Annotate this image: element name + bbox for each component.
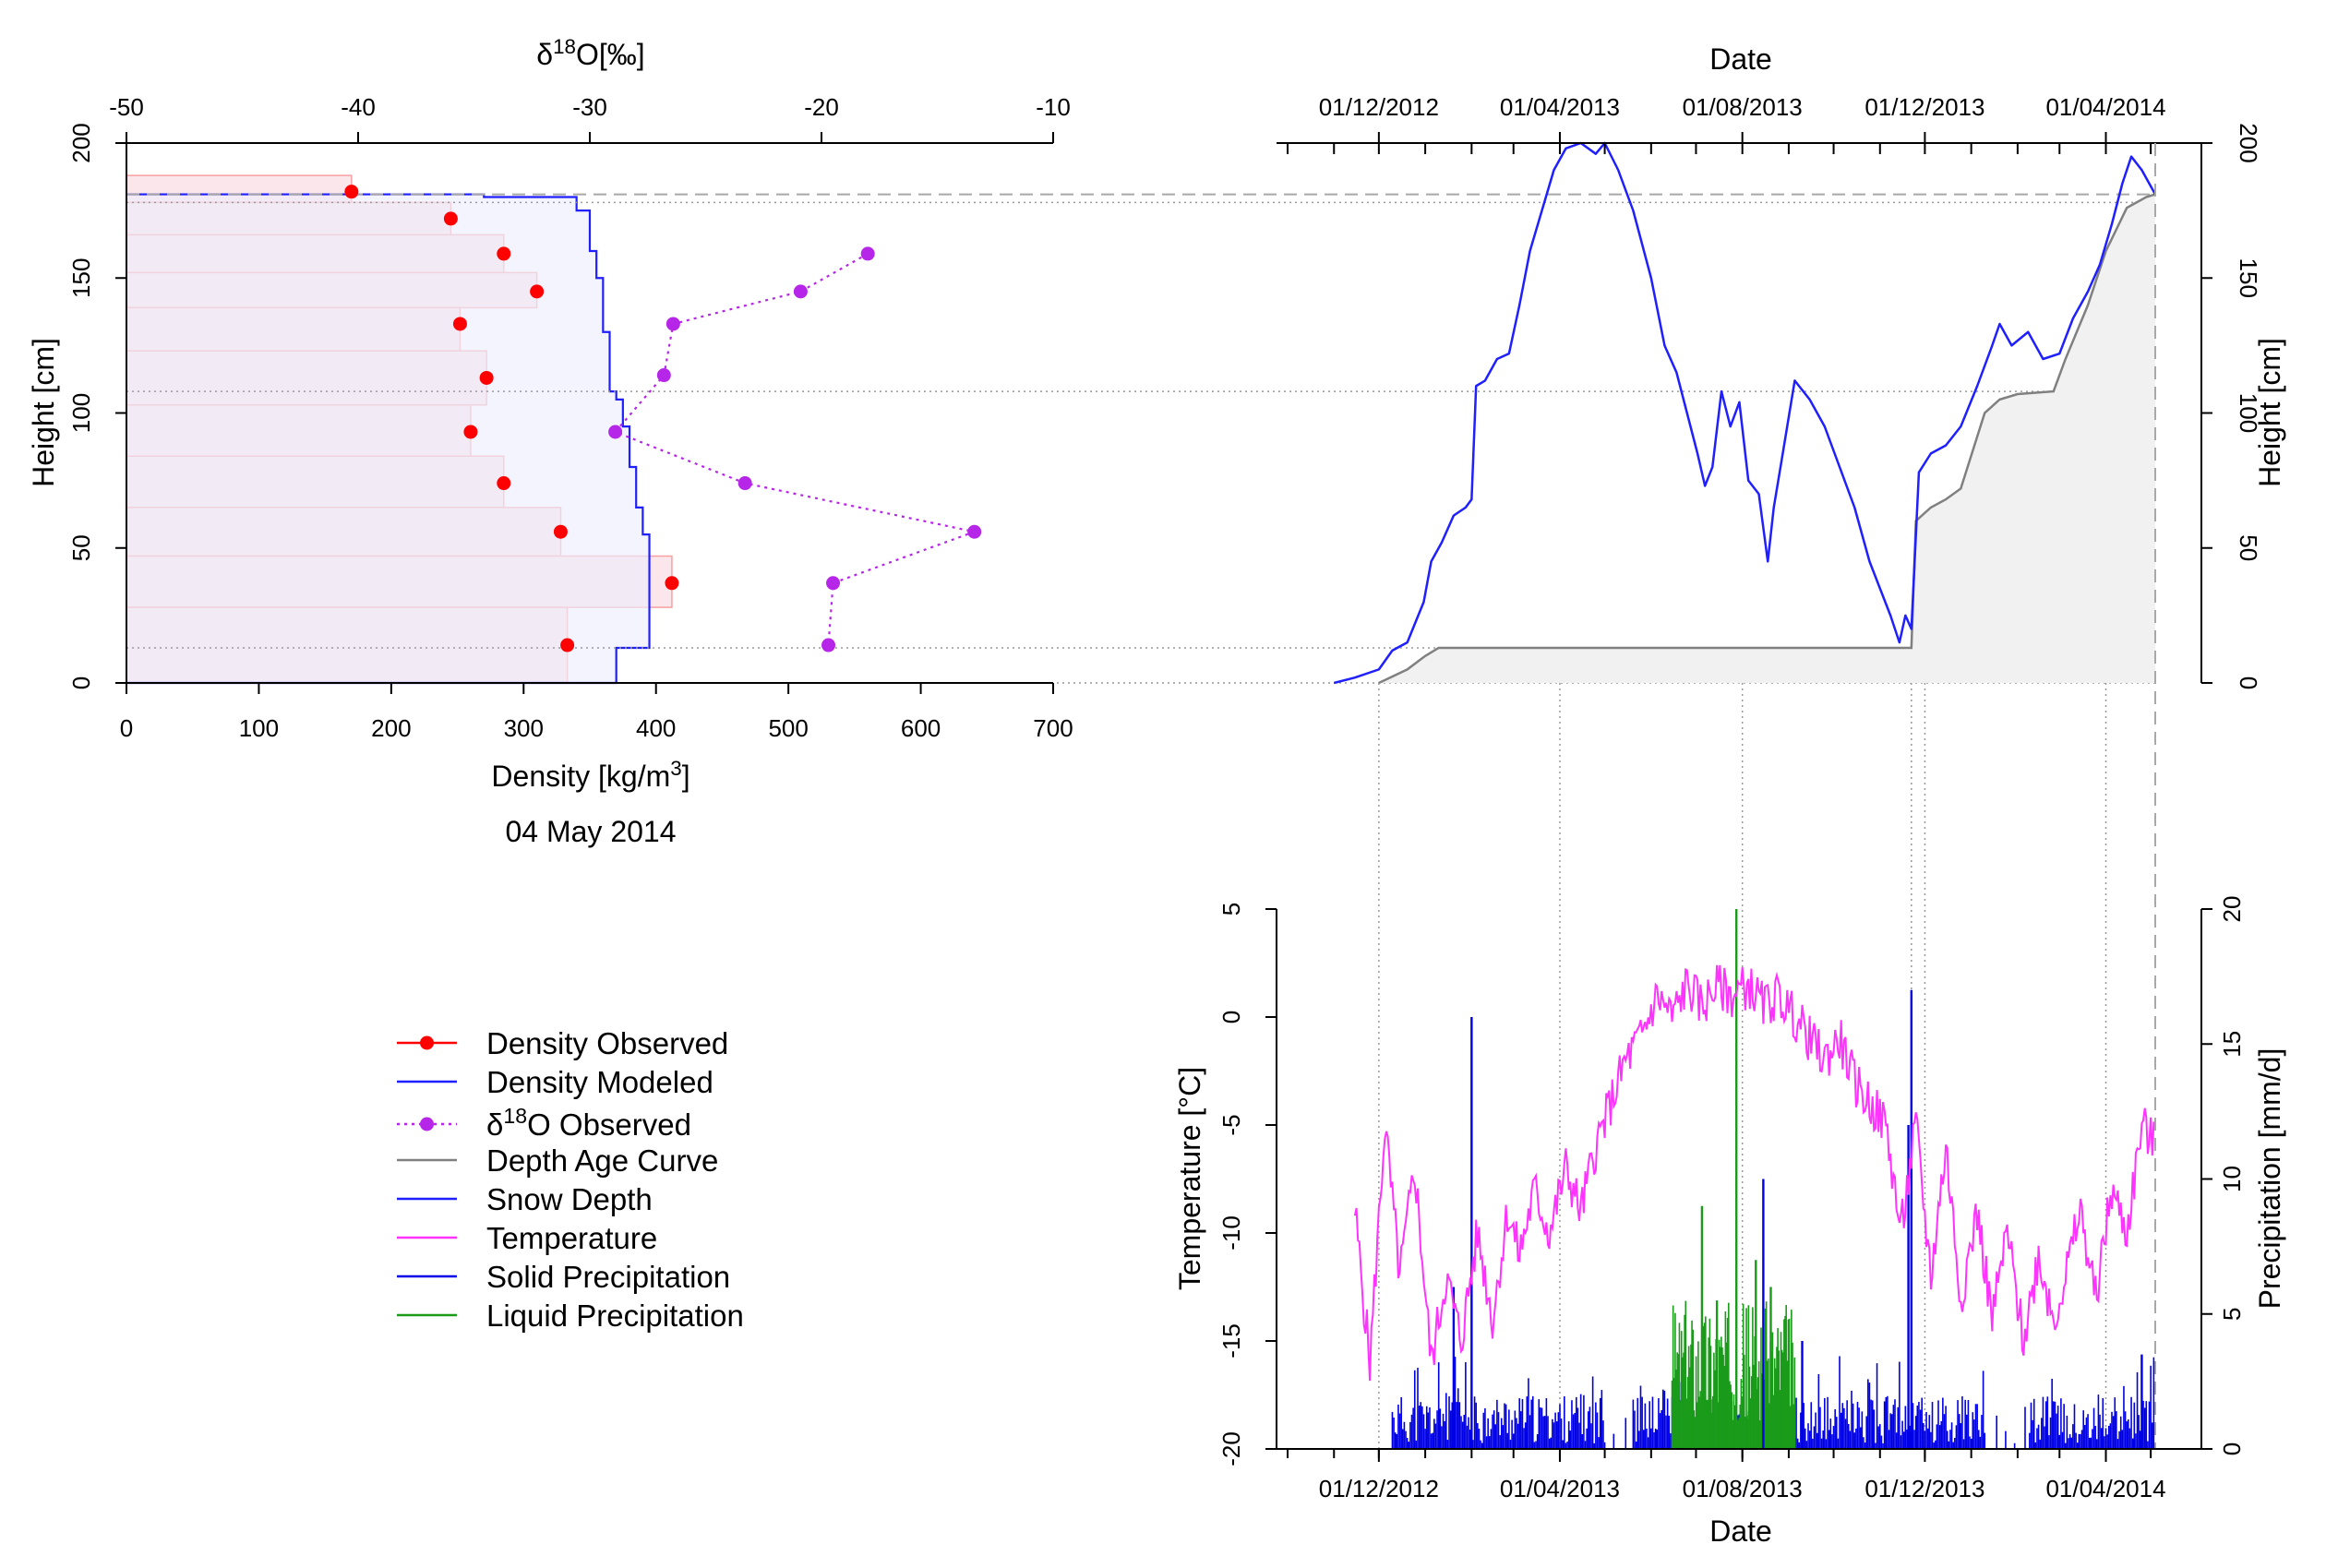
d18o-point-0 [860, 246, 875, 261]
density-observed-point-10 [560, 638, 575, 652]
temp-y-tick-label-2: -5 [1217, 1114, 1245, 1135]
legend-label-liquid_precipitation: Liquid Precipitation [486, 1299, 744, 1333]
legend-label-d18o_observed: δ18O Observed [486, 1104, 691, 1142]
legend-marker-d18o_observed [420, 1117, 434, 1131]
legend-label-density_observed: Density Observed [486, 1026, 728, 1060]
d18o-point-7 [826, 576, 841, 591]
precip-y-tick-label-1: 15 [2218, 1031, 2246, 1058]
d18o-tick-label-0: -50 [109, 93, 144, 121]
precip-y-tick-label-3: 5 [2218, 1308, 2246, 1321]
density-observed-point-9 [665, 576, 679, 591]
temp-y-tick-label-3: -10 [1217, 1215, 1245, 1251]
density-modeled-line [126, 193, 651, 685]
temp-y-tick-label-1: 0 [1217, 1011, 1245, 1023]
profile-date-subtitle: 04 May 2014 [505, 815, 676, 848]
density-observed-point-5 [479, 370, 494, 385]
density-observed-point-7 [497, 476, 511, 491]
d18o-point-4 [608, 425, 623, 439]
d18o-point-1 [793, 284, 808, 299]
d18o-point-6 [967, 524, 982, 539]
legend-marker-density_observed [420, 1035, 434, 1050]
density-x-tick-label-6: 600 [901, 714, 941, 742]
depth-age-fill [1378, 194, 2155, 683]
density-y-tick-label-2: 100 [67, 393, 95, 433]
density-observed-point-8 [553, 524, 568, 539]
snow-y-tick-label-0: 0 [2235, 676, 2262, 689]
density-y-tick-label-1: 50 [67, 534, 95, 561]
legend-label-depth_age_curve: Depth Age Curve [486, 1143, 718, 1178]
d18o-point-3 [656, 368, 671, 383]
temp-y-tick-label-5: -20 [1217, 1431, 1245, 1466]
temp-y-tick-label-0: 5 [1217, 903, 1245, 916]
density-observed-point-0 [344, 185, 359, 199]
d18o-tick-label-1: -40 [341, 93, 376, 121]
density-x-tick-label-7: 700 [1033, 714, 1073, 742]
meteo-x-tick-label-0: 01/12/2012 [1319, 1475, 1439, 1502]
legend-label-temperature: Temperature [486, 1221, 657, 1255]
density-observed-point-2 [497, 246, 511, 261]
density-profile-panel: 0 100 200 300 400 500 600 700 0 50 100 150 200 -50 -40… [27, 35, 2155, 848]
density-x-tick-label-2: 200 [371, 714, 411, 742]
snow-y-tick-label-1: 50 [2235, 534, 2262, 561]
density-observed-point-3 [530, 284, 545, 299]
temp-y-tick-label-4: -15 [1217, 1323, 1245, 1359]
snow-depth-line [1333, 141, 2157, 685]
density-observed-point-1 [443, 211, 458, 226]
density-x-tick-label-5: 500 [768, 714, 808, 742]
legend-label-solid_precipitation: Solid Precipitation [486, 1260, 730, 1294]
d18o-point-8 [821, 638, 836, 652]
precip-y-tick-label-2: 10 [2218, 1166, 2246, 1192]
density-x-label: Density [kg/m3] [491, 757, 689, 794]
meteo-x-tick-label-3: 01/12/2013 [1864, 1475, 1984, 1502]
meteo-x-tick-label-4: 01/04/2014 [2045, 1475, 2165, 1502]
temperature-line [1353, 964, 2155, 1382]
legend-label-density_modeled: Density Modeled [486, 1065, 713, 1099]
snow-x-tick-label-3: 01/12/2013 [1864, 93, 1984, 121]
meteo-x-tick-label-2: 01/08/2013 [1683, 1475, 1803, 1502]
precip-y-tick-label-4: 0 [2218, 1442, 2246, 1455]
temp-y-label: Temperature [°C] [1173, 1067, 1206, 1290]
d18o-tick-label-3: -20 [804, 93, 839, 121]
density-y-tick-label-3: 150 [67, 258, 95, 298]
depth-age-line [1378, 193, 2156, 685]
meteo-x-tick-label-1: 01/04/2013 [1500, 1475, 1620, 1502]
modeled-fill [126, 194, 650, 683]
snow-x-tick-label-1: 01/04/2013 [1500, 93, 1620, 121]
density-x-tick-label-3: 300 [504, 714, 544, 742]
d18o-point-2 [665, 317, 680, 331]
d18o-tick-label-4: -10 [1036, 93, 1071, 121]
snow-x-tick-label-0: 01/12/2012 [1319, 93, 1439, 121]
density-x-tick-label-0: 0 [120, 714, 133, 742]
legend-label-snow_depth: Snow Depth [486, 1182, 653, 1216]
density-x-tick-label-4: 400 [636, 714, 676, 742]
density-x-tick-label-1: 100 [239, 714, 279, 742]
snow-y-label: Height [cm] [2253, 338, 2286, 487]
snow-depth-panel: 01/12/2012 01/04/2013 01/08/2013 01/12/2013… [1277, 42, 2286, 689]
snow-x-tick-label-4: 01/04/2014 [2045, 93, 2165, 121]
density-y-tick-label-4: 200 [67, 123, 95, 162]
snow-x-label: Date [1709, 42, 1772, 76]
d18o-tick-label-2: -30 [572, 93, 607, 121]
d18o-line [613, 252, 978, 646]
precip-y-label: Precipitation [mm/d] [2253, 1048, 2286, 1310]
density-observed-point-6 [463, 425, 478, 439]
density-y-label: Height [cm] [27, 338, 60, 487]
d18o-axis-label: δ18O[‰] [536, 35, 644, 72]
snow-x-tick-label-2: 01/08/2013 [1683, 93, 1803, 121]
d18o-point-5 [737, 476, 752, 491]
snow-y-tick-label-2: 100 [2235, 393, 2262, 433]
meteo-x-label: Date [1709, 1514, 1772, 1548]
snow-y-tick-label-3: 150 [2235, 258, 2262, 298]
density-y-tick-label-0: 0 [67, 676, 95, 689]
legend: Density Observed Density Modeled δ18O Obse… [397, 1026, 744, 1333]
snow-y-tick-label-4: 200 [2235, 123, 2262, 162]
precip-y-tick-label-0: 20 [2218, 896, 2246, 923]
density-observed-point-4 [452, 317, 467, 331]
